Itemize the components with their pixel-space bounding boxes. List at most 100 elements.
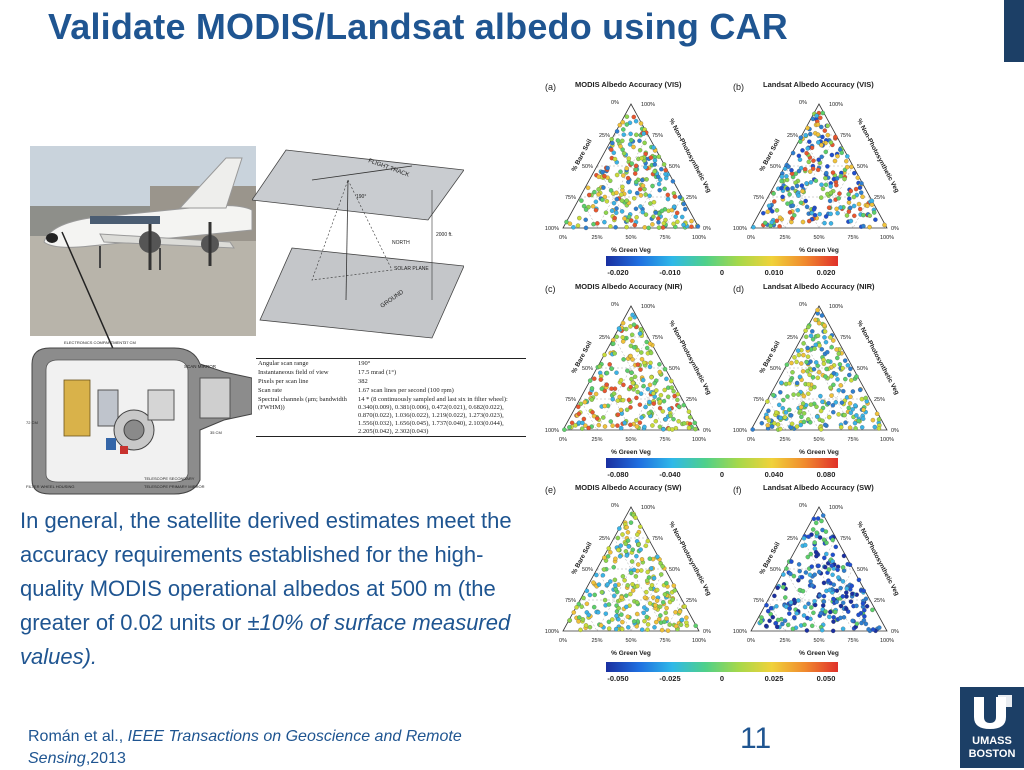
data-point: [843, 420, 848, 425]
data-point: [824, 551, 829, 557]
data-point: [600, 197, 605, 203]
data-point: [792, 615, 797, 620]
data-point: [654, 587, 660, 593]
data-point: [682, 604, 687, 609]
citation-journal: IEEE Transactions on Geoscience and Remo…: [28, 728, 462, 767]
data-point: [830, 572, 835, 578]
data-point: [594, 572, 599, 578]
data-point: [630, 582, 635, 587]
data-point: [823, 529, 829, 534]
data-point: [573, 423, 578, 428]
data-point: [627, 142, 633, 147]
data-point: [613, 556, 618, 562]
data-point: [618, 543, 624, 548]
data-point: [852, 170, 857, 176]
data-point: [626, 544, 632, 549]
data-point: [642, 595, 648, 600]
data-point: [803, 334, 809, 340]
data-point: [848, 599, 854, 604]
data-point: [665, 628, 671, 633]
data-point: [828, 609, 833, 615]
data-point: [785, 186, 790, 191]
data-point: [774, 208, 780, 213]
data-point: [646, 225, 651, 231]
axis-tick-label: 100%: [829, 304, 843, 310]
axis-tick-label: 0%: [611, 503, 619, 509]
spec-row: Spectral channels (μm; bandwidth (FWHM))…: [256, 395, 526, 436]
axis-tick-label: 100%: [829, 505, 843, 511]
data-point: [836, 388, 842, 393]
data-point: [766, 408, 771, 414]
data-point: [657, 399, 663, 404]
specifications-table: Angular scan range 190° Instantaneous fiel…: [256, 358, 526, 437]
data-point: [775, 585, 780, 591]
data-point: [811, 516, 817, 522]
data-point: [858, 190, 864, 195]
data-point: [826, 400, 831, 406]
data-point: [828, 385, 833, 390]
data-point: [582, 399, 588, 405]
data-point: [671, 416, 676, 422]
data-point: [633, 574, 639, 579]
data-point: [823, 374, 828, 379]
data-point: [678, 622, 684, 628]
panel-title: MODIS Albedo Accuracy (NIR): [575, 282, 683, 291]
data-point: [672, 393, 677, 399]
data-point: [829, 563, 834, 568]
data-point: [645, 386, 651, 392]
data-point: [647, 364, 653, 370]
citation: Román et al., IEEE Transactions on Geosc…: [28, 726, 488, 770]
data-point: [813, 178, 819, 183]
data-point: [772, 593, 777, 599]
data-point: [846, 209, 852, 214]
data-point: [804, 181, 809, 186]
grid-line: [613, 336, 666, 431]
axis-tick-label: 75%: [847, 638, 858, 644]
data-point: [805, 146, 810, 151]
data-point: [775, 422, 781, 427]
data-point: [848, 366, 853, 372]
ternary-plot: % Bare Soil% Non-Photosynthetic Veg% Gre…: [733, 302, 900, 456]
data-point: [838, 383, 843, 388]
data-point: [796, 562, 802, 567]
data-point: [857, 185, 863, 190]
data-point: [762, 220, 768, 226]
data-point: [812, 540, 817, 545]
data-point: [830, 403, 836, 408]
data-point: [873, 217, 878, 222]
data-point: [626, 156, 632, 161]
data-point: [784, 174, 789, 179]
data-point: [635, 389, 640, 395]
data-point: [835, 567, 840, 573]
data-point: [624, 122, 630, 127]
data-point: [609, 208, 615, 214]
axis-tick-label: 25%: [787, 133, 798, 139]
data-point: [768, 605, 774, 611]
data-point: [818, 195, 824, 200]
data-point: [810, 329, 815, 334]
data-point: [797, 408, 803, 414]
data-point: [652, 162, 658, 167]
data-point: [830, 552, 836, 558]
data-point: [802, 604, 808, 610]
data-point: [629, 559, 635, 564]
data-point: [622, 420, 627, 426]
data-point: [631, 114, 637, 120]
axis-tick-label: 0%: [799, 100, 807, 106]
data-point: [826, 205, 832, 210]
data-point: [619, 626, 625, 632]
data-point: [815, 375, 821, 381]
data-point: [617, 122, 623, 128]
data-point: [863, 395, 869, 401]
solar-plane-label: SOLAR PLANE: [394, 266, 429, 272]
data-point: [852, 213, 857, 219]
data-point: [606, 546, 612, 551]
data-point: [759, 615, 764, 620]
data-point: [825, 123, 830, 129]
data-point: [626, 214, 632, 220]
data-point: [620, 619, 625, 625]
axis-tick-label: 0%: [747, 235, 755, 241]
data-point: [602, 597, 608, 603]
colorbar-tick-label: 0.010: [764, 268, 784, 277]
data-point: [805, 368, 810, 374]
